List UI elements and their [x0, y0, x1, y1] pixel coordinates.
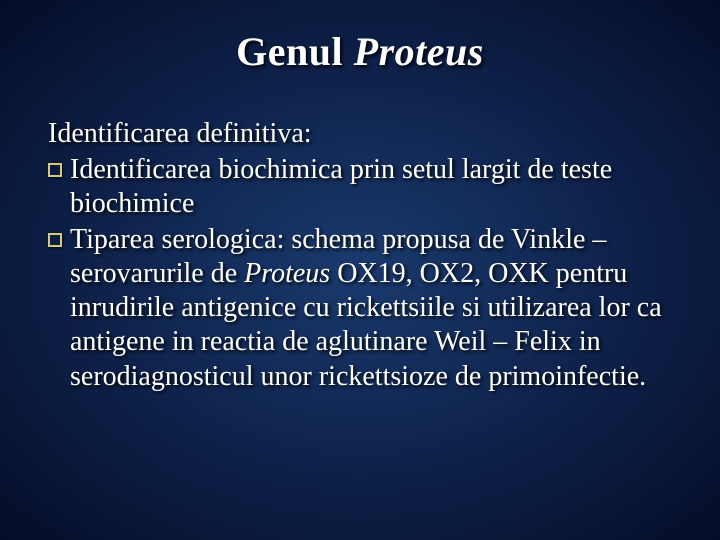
bullet-item: Tiparea serologica: schema propusa de Vi…	[48, 223, 672, 394]
bullet-item: Identificarea biochimica prin setul larg…	[48, 153, 672, 221]
section-heading: Identificarea definitiva:	[48, 117, 672, 151]
title-text-italic: Proteus	[354, 29, 484, 74]
slide: Genul Proteus Identificarea definitiva: …	[0, 0, 720, 540]
title-text-plain: Genul	[236, 29, 353, 74]
square-bullet-icon	[48, 233, 62, 247]
bullet-text: Identificarea biochimica prin setul larg…	[70, 153, 672, 221]
slide-title: Genul Proteus	[48, 28, 672, 75]
bullet-text-before: Identificarea biochimica prin setul larg…	[70, 154, 612, 219]
square-bullet-icon	[48, 163, 62, 177]
bullet-text: Tiparea serologica: schema propusa de Vi…	[70, 223, 672, 394]
bullet-text-italic: Proteus	[244, 258, 330, 289]
